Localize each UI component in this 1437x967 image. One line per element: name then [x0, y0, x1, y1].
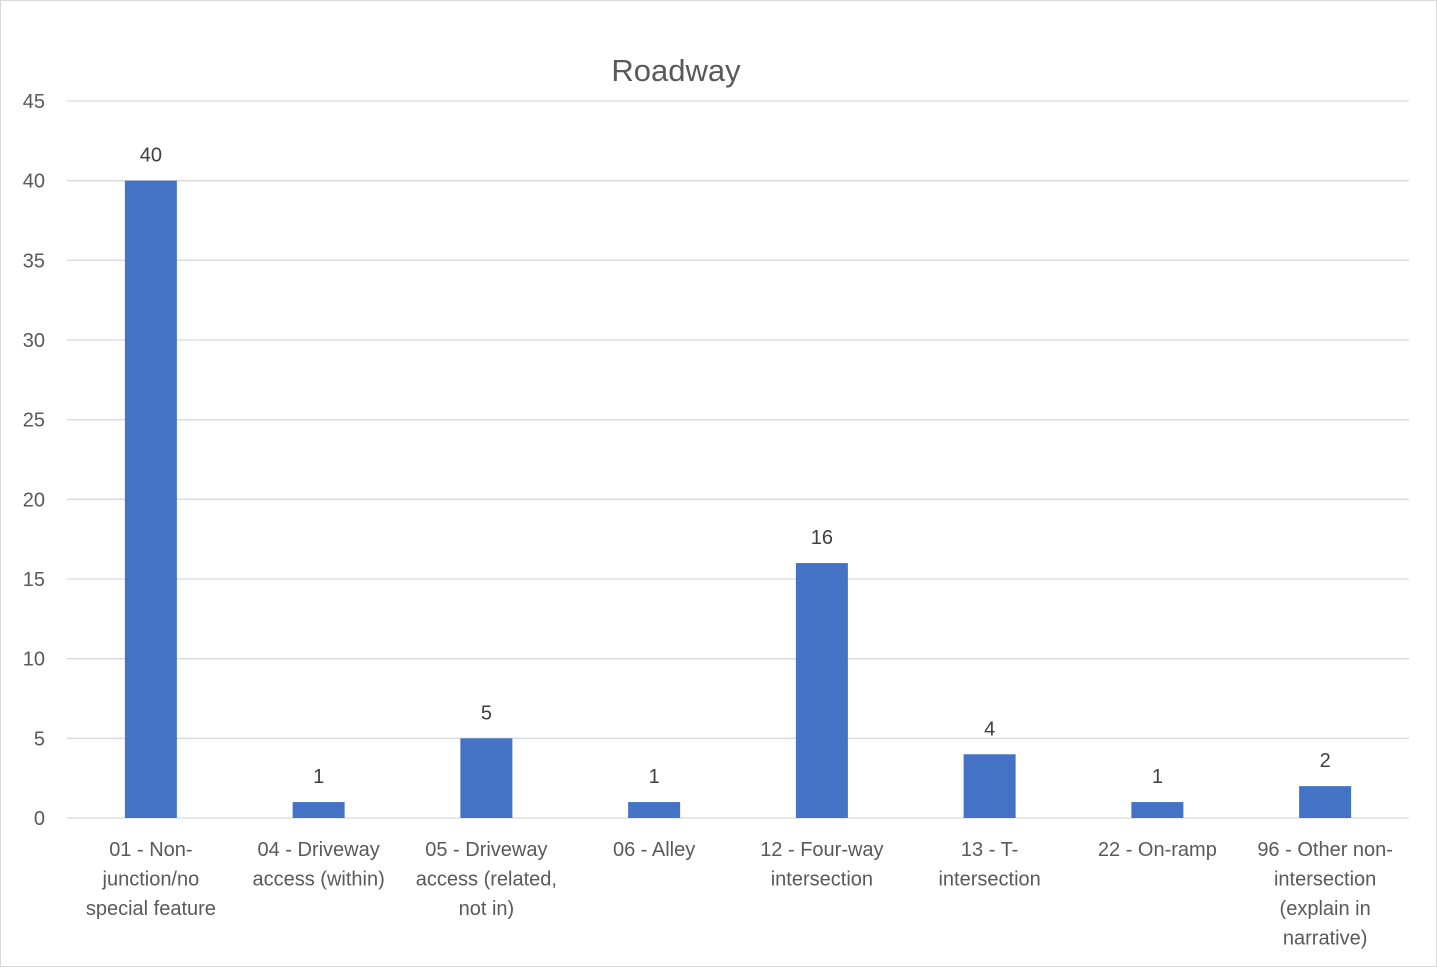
y-tick-label: 45 — [23, 91, 45, 113]
x-category-label: 05 - Driveway access (related, not in) — [416, 839, 557, 920]
x-category-label-line: narrative) — [1283, 928, 1367, 950]
gridlines — [67, 100, 1409, 819]
bar — [1299, 786, 1352, 818]
bar — [124, 180, 177, 818]
data-label: 1 — [1152, 766, 1163, 788]
x-category-label-line: special feature — [86, 898, 216, 920]
y-tick-label: 40 — [23, 171, 45, 193]
data-label: 16 — [811, 527, 833, 549]
data-label: 4 — [984, 718, 995, 740]
x-category-label: 04 - Driveway access (within) — [252, 839, 384, 891]
x-category-label-line: (explain in — [1280, 898, 1371, 920]
data-label: 1 — [313, 766, 324, 788]
x-category-label-line: 13 - T- — [961, 839, 1018, 861]
x-category-label: 22 - On-ramp — [1098, 839, 1217, 861]
x-category-label-line: 05 - Driveway — [425, 839, 547, 861]
x-category-label-line: 12 - Four-way — [760, 839, 883, 861]
chart-title: Roadway — [611, 53, 741, 88]
x-category-label-line: 04 - Driveway — [257, 839, 379, 861]
y-tick-label: 0 — [34, 808, 45, 830]
x-category-label-line: 96 - Other non- — [1257, 839, 1393, 861]
y-tick-label: 20 — [23, 489, 45, 511]
bar — [460, 738, 513, 818]
x-axis-category-labels: 01 - Non-junction/no special feature 04 - … — [86, 839, 1393, 950]
x-category-label-line: intersection — [1274, 869, 1376, 891]
y-tick-label: 30 — [23, 330, 45, 352]
x-category-label-line: intersection — [938, 869, 1040, 891]
y-tick-label: 10 — [23, 649, 45, 671]
y-tick-label: 5 — [34, 728, 45, 750]
bar — [292, 802, 345, 818]
x-category-label: 96 - Other non-intersection (explain in na… — [1257, 839, 1393, 950]
x-category-label-line: 06 - Alley — [613, 839, 695, 861]
x-category-label-line: access (related, — [416, 869, 557, 891]
x-category-label: 01 - Non-junction/no special feature — [86, 839, 216, 920]
data-label: 5 — [481, 702, 492, 724]
bars — [124, 180, 1352, 818]
x-category-label-line: 01 - Non- — [109, 839, 192, 861]
x-category-label-line: not in) — [459, 898, 515, 920]
data-label: 2 — [1320, 750, 1331, 772]
bar — [1131, 802, 1184, 818]
data-labels: 40 1 5 1 16 4 1 2 — [140, 145, 1331, 788]
x-category-label-line: access (within) — [252, 869, 384, 891]
x-category-label: 12 - Four-way intersection — [760, 839, 883, 891]
data-label: 1 — [649, 766, 660, 788]
x-category-label: 13 - T-intersection — [938, 839, 1040, 891]
data-label: 40 — [140, 145, 162, 167]
bar — [963, 754, 1016, 818]
y-tick-label: 15 — [23, 569, 45, 591]
x-category-label-line: intersection — [771, 869, 873, 891]
y-tick-label: 25 — [23, 410, 45, 432]
bar — [795, 563, 848, 818]
y-tick-label: 35 — [23, 250, 45, 272]
bar — [628, 802, 681, 818]
y-axis-tick-labels: 0 5 10 15 20 25 30 35 40 45 — [23, 91, 45, 830]
x-category-label: 06 - Alley — [613, 839, 695, 861]
x-category-label-line: junction/no — [102, 869, 200, 891]
x-category-label-line: 22 - On-ramp — [1098, 839, 1217, 861]
